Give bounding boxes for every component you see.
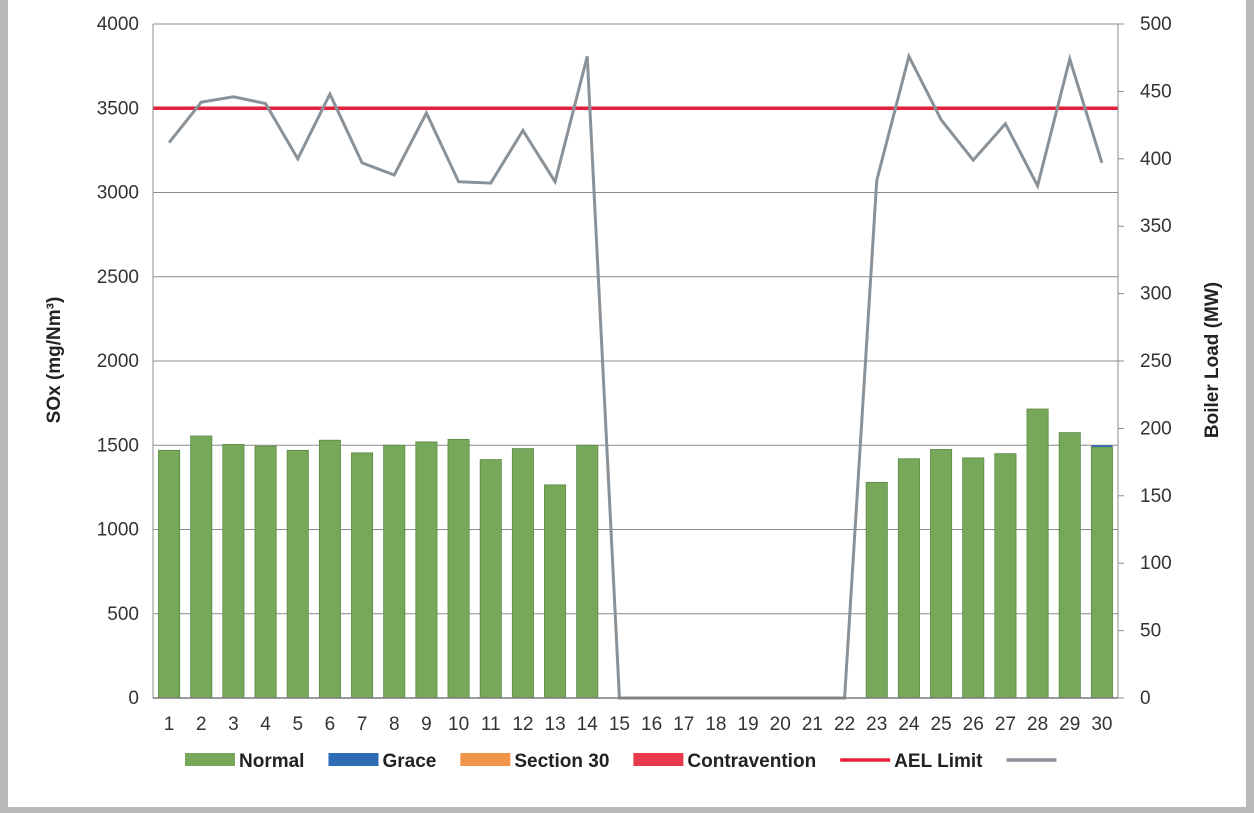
legend-label-2: Section 30 bbox=[514, 751, 609, 772]
bar-normal-29 bbox=[1059, 433, 1080, 698]
y-axis-title: SOx (mg/Nm³) bbox=[44, 297, 65, 424]
bar-normal-24 bbox=[898, 459, 919, 698]
x-tick-label: 16 bbox=[641, 714, 662, 735]
y-tick-label: 0 bbox=[128, 688, 139, 709]
x-tick-label: 3 bbox=[228, 714, 239, 735]
bar-normal-26 bbox=[963, 458, 984, 698]
x-tick-label: 11 bbox=[481, 714, 501, 735]
x-tick-label: 28 bbox=[1027, 714, 1048, 735]
x-tick-label: 1 bbox=[164, 714, 175, 735]
bar-normal-25 bbox=[930, 449, 951, 698]
y-tick-label: 500 bbox=[107, 604, 139, 625]
x-tick-label: 7 bbox=[357, 714, 368, 735]
bar-grace-30 bbox=[1091, 445, 1112, 447]
x-tick-label: 20 bbox=[770, 714, 791, 735]
bar-normal-23 bbox=[866, 482, 887, 698]
line-boiler-load bbox=[169, 56, 1102, 698]
legend-swatch-2 bbox=[460, 753, 510, 766]
bar-normal-14 bbox=[577, 445, 598, 698]
x-tick-label: 6 bbox=[325, 714, 336, 735]
y2-tick-label: 400 bbox=[1140, 149, 1172, 170]
y-tick-label: 2000 bbox=[97, 351, 139, 372]
bar-normal-2 bbox=[191, 436, 212, 698]
legend-swatch-3 bbox=[633, 753, 683, 766]
y-tick-label: 1000 bbox=[97, 520, 139, 541]
legend: Normal Grace Section 30 Contravention AEL Li… bbox=[185, 751, 1057, 772]
y-tick-label: 4000 bbox=[97, 14, 139, 35]
x-tick-label: 26 bbox=[963, 714, 984, 735]
x-tick-label: 13 bbox=[545, 714, 566, 735]
x-tick-label: 17 bbox=[673, 714, 694, 735]
y2-tick-label: 300 bbox=[1140, 284, 1172, 305]
x-tick-label: 10 bbox=[448, 714, 469, 735]
x-tick-label: 27 bbox=[995, 714, 1016, 735]
bar-normal-1 bbox=[158, 450, 179, 698]
bar-normal-7 bbox=[351, 453, 372, 698]
x-tick-label: 19 bbox=[738, 714, 759, 735]
bar-series bbox=[158, 409, 1112, 698]
y-tick-label: 3000 bbox=[97, 183, 139, 204]
bar-normal-27 bbox=[995, 454, 1016, 698]
x-tick-label: 21 bbox=[802, 714, 823, 735]
bar-normal-6 bbox=[319, 440, 340, 698]
y2-tick-label: 200 bbox=[1140, 418, 1172, 439]
y2-axis-title: Boiler Load (MW) bbox=[1202, 282, 1223, 438]
x-tick-label: 12 bbox=[512, 714, 533, 735]
bar-normal-13 bbox=[544, 485, 565, 698]
bar-normal-4 bbox=[255, 446, 276, 698]
bar-normal-10 bbox=[448, 439, 469, 698]
y2-tick-label: 250 bbox=[1140, 351, 1172, 372]
x-tick-label: 30 bbox=[1091, 714, 1112, 735]
y2-tick-label: 350 bbox=[1140, 216, 1172, 237]
y2-tick-label: 150 bbox=[1140, 486, 1172, 507]
x-tick-label: 18 bbox=[705, 714, 726, 735]
x-tick-label: 14 bbox=[577, 714, 599, 735]
legend-swatch-0 bbox=[185, 753, 235, 766]
x-tick-label: 2 bbox=[196, 714, 207, 735]
bar-normal-8 bbox=[384, 445, 405, 698]
bar-normal-9 bbox=[416, 442, 437, 698]
legend-label-1: Grace bbox=[382, 751, 436, 772]
y-tick-label: 3500 bbox=[97, 98, 139, 119]
bar-normal-11 bbox=[480, 460, 501, 698]
bar-normal-28 bbox=[1027, 409, 1048, 698]
x-tick-label: 4 bbox=[260, 714, 271, 735]
x-tick-label: 29 bbox=[1059, 714, 1080, 735]
x-tick-label: 23 bbox=[866, 714, 887, 735]
y2-tick-label: 500 bbox=[1140, 14, 1172, 35]
y2-tick-label: 100 bbox=[1140, 553, 1172, 574]
legend-label-0: Normal bbox=[239, 751, 304, 772]
x-tick-label: 25 bbox=[931, 714, 952, 735]
y2-tick-label: 450 bbox=[1140, 81, 1172, 102]
legend-label-3: Contravention bbox=[687, 751, 816, 772]
bar-normal-30 bbox=[1091, 447, 1112, 698]
x-tick-label: 24 bbox=[898, 714, 920, 735]
legend-swatch-1 bbox=[328, 753, 378, 766]
y2-tick-label: 50 bbox=[1140, 621, 1161, 642]
bar-normal-12 bbox=[512, 449, 533, 698]
x-tick-label: 15 bbox=[609, 714, 630, 735]
bar-normal-5 bbox=[287, 450, 308, 698]
x-tick-label: 22 bbox=[834, 714, 855, 735]
y-tick-label: 1500 bbox=[97, 435, 139, 456]
x-tick-label: 9 bbox=[421, 714, 432, 735]
bar-normal-3 bbox=[223, 444, 244, 698]
legend-label-4: AEL Limit bbox=[894, 751, 983, 772]
x-tick-label: 8 bbox=[389, 714, 400, 735]
x-tick-label: 5 bbox=[292, 714, 303, 735]
y2-tick-label: 0 bbox=[1140, 688, 1151, 709]
y-tick-label: 2500 bbox=[97, 267, 139, 288]
